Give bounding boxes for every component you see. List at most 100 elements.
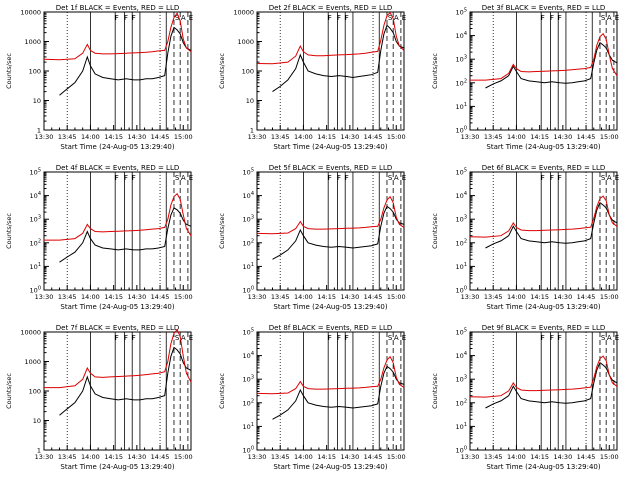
y-tick-label: 101 bbox=[456, 102, 467, 111]
panel-title: Det 5f BLACK = Events, RED = LLD bbox=[269, 164, 392, 172]
marker-letter: S bbox=[388, 14, 393, 22]
marker-letter: F bbox=[541, 14, 545, 22]
marker-letter: F bbox=[132, 14, 136, 22]
y-tick-label: 100 bbox=[456, 126, 467, 135]
x-tick-label: 14:30 bbox=[127, 293, 146, 301]
x-tick-label: 14:30 bbox=[127, 133, 146, 141]
x-tick-label: 14:00 bbox=[507, 293, 526, 301]
marker-letter: F bbox=[337, 334, 341, 342]
y-axis-label: Counts/sec bbox=[431, 53, 439, 89]
chart-panel-6: Det 6f BLACK = Events, RED = LLD 100 101 10… bbox=[431, 164, 619, 311]
y-tick-label: 10000 bbox=[20, 329, 41, 337]
marker-letter: S bbox=[601, 334, 606, 342]
y-tick-label: 102 bbox=[456, 398, 467, 407]
marker-letter: F bbox=[337, 14, 341, 22]
y-tick-label: 104 bbox=[30, 191, 41, 200]
x-tick-label: 15:00 bbox=[174, 453, 193, 461]
series-lld-line bbox=[43, 12, 192, 61]
y-tick-label: 104 bbox=[456, 351, 467, 360]
marker-letter: E bbox=[615, 334, 619, 342]
x-tick-label: 13:30 bbox=[35, 453, 54, 461]
x-tick-label: 13:30 bbox=[248, 133, 267, 141]
y-tick-label: 1 bbox=[37, 447, 41, 455]
series-events-line bbox=[272, 205, 405, 260]
x-tick-label: 13:30 bbox=[248, 453, 267, 461]
plot-frame bbox=[469, 11, 618, 131]
x-axis-label: Start Time (24-Aug-05 13:29:40) bbox=[273, 143, 387, 151]
marker-letter: F bbox=[132, 174, 136, 182]
marker-letter: F bbox=[541, 334, 545, 342]
y-tick-label: 100 bbox=[456, 286, 467, 295]
chart-panel-4: Det 4f BLACK = Events, RED = LLD 100 101 10… bbox=[5, 164, 193, 311]
y-tick-label: 100 bbox=[29, 388, 41, 396]
x-tick-label: 15:00 bbox=[174, 133, 193, 141]
x-axis-label: Start Time (24-Aug-05 13:29:40) bbox=[60, 463, 174, 471]
marker-letter: F bbox=[124, 14, 128, 22]
x-tick-label: 14:00 bbox=[81, 133, 100, 141]
panel-title: Det 7f BLACK = Events, RED = LLD bbox=[56, 324, 179, 332]
plot-frame bbox=[43, 331, 192, 451]
y-tick-label: 102 bbox=[456, 78, 467, 87]
x-tick-label: 14:15 bbox=[317, 453, 336, 461]
x-tick-label: 13:45 bbox=[58, 293, 77, 301]
y-tick-label: 104 bbox=[456, 31, 467, 40]
panel-title: Det 8f BLACK = Events, RED = LLD bbox=[269, 324, 392, 332]
y-tick-label: 105 bbox=[456, 328, 467, 337]
marker-letter: E bbox=[615, 14, 619, 22]
y-tick-label: 10000 bbox=[20, 9, 41, 17]
y-tick-label: 102 bbox=[456, 238, 467, 247]
marker-letter: A bbox=[181, 174, 186, 182]
x-tick-label: 14:15 bbox=[104, 453, 123, 461]
y-tick-label: 103 bbox=[456, 55, 467, 64]
marker-letter: S bbox=[388, 334, 393, 342]
y-tick-label: 1 bbox=[37, 127, 41, 135]
y-axis-label: Counts/sec bbox=[218, 213, 226, 249]
y-tick-label: 100 bbox=[30, 286, 41, 295]
marker-letter: F bbox=[541, 174, 545, 182]
marker-letter: S bbox=[601, 14, 606, 22]
y-tick-label: 10 bbox=[33, 417, 41, 425]
x-tick-label: 14:30 bbox=[340, 293, 359, 301]
x-tick-label: 14:45 bbox=[364, 293, 383, 301]
panel-title: Det 6f BLACK = Events, RED = LLD bbox=[482, 164, 605, 172]
series-events-line bbox=[485, 41, 618, 89]
marker-letter: E bbox=[189, 334, 193, 342]
x-tick-label: 14:30 bbox=[127, 453, 146, 461]
plot-frame bbox=[43, 171, 192, 291]
marker-letter: F bbox=[345, 14, 349, 22]
marker-letter: F bbox=[558, 334, 562, 342]
series-events-line bbox=[59, 346, 192, 416]
marker-letter: F bbox=[550, 174, 554, 182]
x-tick-label: 14:15 bbox=[530, 133, 549, 141]
x-tick-label: 15:00 bbox=[387, 293, 406, 301]
chart-panel-2: Det 2f BLACK = Events, RED = LLD 1 10 100 10… bbox=[218, 4, 406, 151]
series-events-line bbox=[485, 361, 618, 409]
y-tick-label: 104 bbox=[243, 191, 254, 200]
y-tick-label: 102 bbox=[30, 238, 41, 247]
x-tick-label: 14:45 bbox=[151, 453, 170, 461]
marker-letter: S bbox=[175, 174, 180, 182]
x-tick-label: 13:30 bbox=[461, 293, 480, 301]
marker-letter: A bbox=[181, 14, 186, 22]
x-tick-label: 14:45 bbox=[364, 453, 383, 461]
y-tick-label: 104 bbox=[243, 351, 254, 360]
marker-letter: A bbox=[607, 174, 612, 182]
x-tick-label: 13:45 bbox=[271, 453, 290, 461]
x-axis-label: Start Time (24-Aug-05 13:29:40) bbox=[486, 303, 600, 311]
marker-letter: S bbox=[175, 334, 180, 342]
marker-letter: F bbox=[328, 174, 332, 182]
series-events-line bbox=[272, 365, 405, 420]
series-lld-line bbox=[256, 195, 405, 235]
series-events-line bbox=[59, 207, 192, 263]
marker-letter: F bbox=[550, 334, 554, 342]
marker-letter: F bbox=[124, 334, 128, 342]
y-tick-label: 103 bbox=[243, 215, 254, 224]
x-tick-label: 14:45 bbox=[577, 293, 596, 301]
x-tick-label: 14:30 bbox=[340, 453, 359, 461]
x-tick-label: 14:00 bbox=[507, 453, 526, 461]
marker-letter: E bbox=[189, 14, 193, 22]
marker-letter: S bbox=[175, 14, 180, 22]
x-axis-label: Start Time (24-Aug-05 13:29:40) bbox=[273, 303, 387, 311]
y-tick-label: 101 bbox=[456, 422, 467, 431]
marker-letter: E bbox=[402, 174, 406, 182]
